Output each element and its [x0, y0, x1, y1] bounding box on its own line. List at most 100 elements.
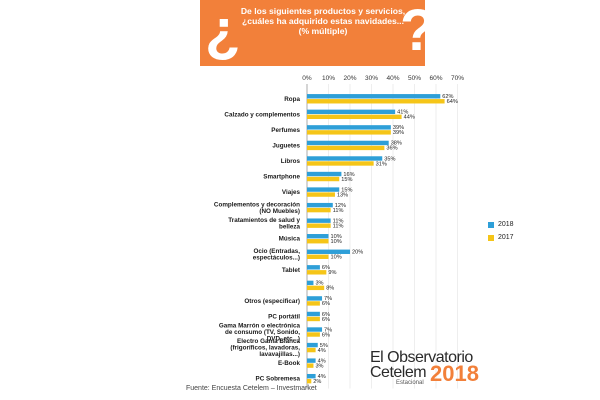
data-label-2017: 39%: [393, 130, 404, 136]
data-label-2018: 4%: [318, 358, 326, 364]
data-label-2018: 6%: [322, 312, 330, 318]
bar-2018: [307, 187, 340, 192]
bar-2018: [307, 94, 441, 99]
question-banner: [200, 0, 425, 66]
category-label-line: Tablet: [282, 267, 301, 274]
bar-2017: [307, 254, 329, 259]
category-label-line: Ocio (Entradas,: [253, 248, 300, 255]
category-label-line: Libros: [281, 158, 301, 165]
category-label: Tablet: [282, 267, 301, 274]
bar-2017: [307, 285, 325, 291]
data-label-2018: 12%: [335, 203, 346, 209]
data-label-2018: 62%: [442, 94, 453, 100]
category-label-line: (frigoríficos, lavadoras,: [230, 345, 300, 352]
category-label: Tratamientos de salud y belleza: [228, 217, 300, 231]
data-label-2018: 7%: [324, 296, 332, 302]
data-label-2017: 2%: [313, 379, 321, 385]
x-tick-label: 40%: [386, 75, 399, 82]
bar-2018: [307, 280, 314, 286]
category-label-line: Perfumes: [271, 127, 300, 134]
bar-2018: [307, 358, 316, 363]
data-label-2018: 39%: [393, 125, 404, 131]
data-label-2018: 16%: [343, 172, 354, 178]
category-label-line: Electro Gama Blanca: [237, 338, 300, 345]
bar-2018: [307, 156, 383, 161]
data-label-2017: 10%: [331, 239, 342, 245]
data-label-2018: 4%: [318, 374, 326, 380]
bar-2017: [307, 176, 340, 182]
bar-2017: [307, 130, 391, 135]
data-label-2018: 15%: [341, 187, 352, 193]
x-tick-label: 0%: [302, 75, 312, 82]
legend-item-2018: 2018: [488, 218, 514, 231]
bar-2017: [307, 223, 331, 228]
bar-2017: [307, 378, 312, 384]
category-label-line: (NO Muebles): [259, 208, 300, 215]
data-label-2017: 6%: [322, 332, 330, 338]
bar-2018: [307, 125, 391, 130]
data-label-2017: 31%: [376, 161, 387, 167]
bar-2017: [307, 145, 385, 151]
category-label-line: Calzado y complementos: [224, 111, 300, 118]
bar-2018: [307, 202, 333, 208]
data-label-2017: 9%: [328, 270, 336, 276]
category-label: Ocio (Entradas, espectáculos...): [253, 248, 300, 262]
category-label: PC Sobremesa: [256, 376, 301, 383]
category-label-line: lavavajillas...): [259, 351, 300, 358]
data-label-2018: 41%: [397, 110, 408, 116]
data-label-2018: 5%: [320, 343, 328, 349]
bar-2018: [307, 234, 329, 239]
bar-2017: [307, 114, 402, 120]
bar-2018: [307, 218, 331, 223]
bar-2017: [307, 301, 320, 306]
data-label-2017: 6%: [322, 317, 330, 323]
category-label-line: de consumo (TV, Sonido,: [225, 329, 300, 336]
data-label-2018: 7%: [324, 327, 332, 333]
data-label-2018: 10%: [331, 234, 342, 240]
bar-2017: [307, 363, 314, 368]
legend-label-2018: 2018: [498, 221, 514, 228]
category-label-line: E-Book: [278, 360, 301, 367]
legend-swatch-2018: [488, 221, 494, 228]
bar-2018: [307, 311, 320, 317]
bar-2018: [307, 265, 320, 270]
category-label: Electro Gama Blanca (frigoríficos, lavado…: [230, 338, 300, 358]
category-label-line: Juguetes: [272, 142, 300, 149]
x-tick-label: 20%: [343, 75, 356, 82]
category-label: Libros: [281, 158, 301, 165]
category-label: PC portátil: [268, 313, 300, 320]
data-label-2017: 13%: [337, 192, 348, 198]
data-label-2018: 6%: [322, 265, 330, 271]
category-label-line: Gama Marrón o electrónica: [219, 322, 301, 329]
bar-2017: [307, 316, 320, 322]
category-label: Gama Marrón o electrónica de consumo (TV,…: [219, 322, 301, 342]
source-note: Fuente: Encuesta Cetelem – Investmarket: [186, 385, 317, 392]
bar-2017: [307, 192, 335, 197]
bar-2018: [307, 171, 342, 177]
category-label: Ropa: [284, 96, 300, 103]
observatorio-cetelem-logo: El Observatorio Cetelem Estacional 2018: [370, 350, 480, 390]
survey-question: De los siguientes productos y servicios,…: [240, 6, 406, 37]
bar-2017: [307, 99, 445, 104]
x-tick-label: 60%: [429, 75, 442, 82]
bar-2017: [307, 347, 316, 353]
category-label-line: PC Sobremesa: [256, 376, 301, 383]
x-tick-label: 50%: [408, 75, 421, 82]
legend-item-2017: 2017: [488, 231, 514, 244]
logo-year: 2018: [430, 361, 479, 386]
data-label-2018: 38%: [391, 141, 402, 147]
category-label: E-Book: [278, 360, 301, 367]
category-label-line: espectáculos...): [253, 255, 300, 262]
data-label-2017: 44%: [404, 115, 415, 121]
category-label-line: Ropa: [284, 96, 300, 103]
category-label: Smartphone: [263, 174, 300, 181]
x-tick-label: 70%: [451, 75, 464, 82]
data-label-2017: 64%: [447, 99, 458, 105]
bar-2018: [307, 373, 316, 379]
bar-2018: [307, 249, 350, 254]
bar-2018: [307, 109, 396, 115]
bar-2018: [307, 140, 389, 146]
close-question-mark-icon: ?: [400, 0, 436, 63]
bar-2017: [307, 161, 374, 166]
